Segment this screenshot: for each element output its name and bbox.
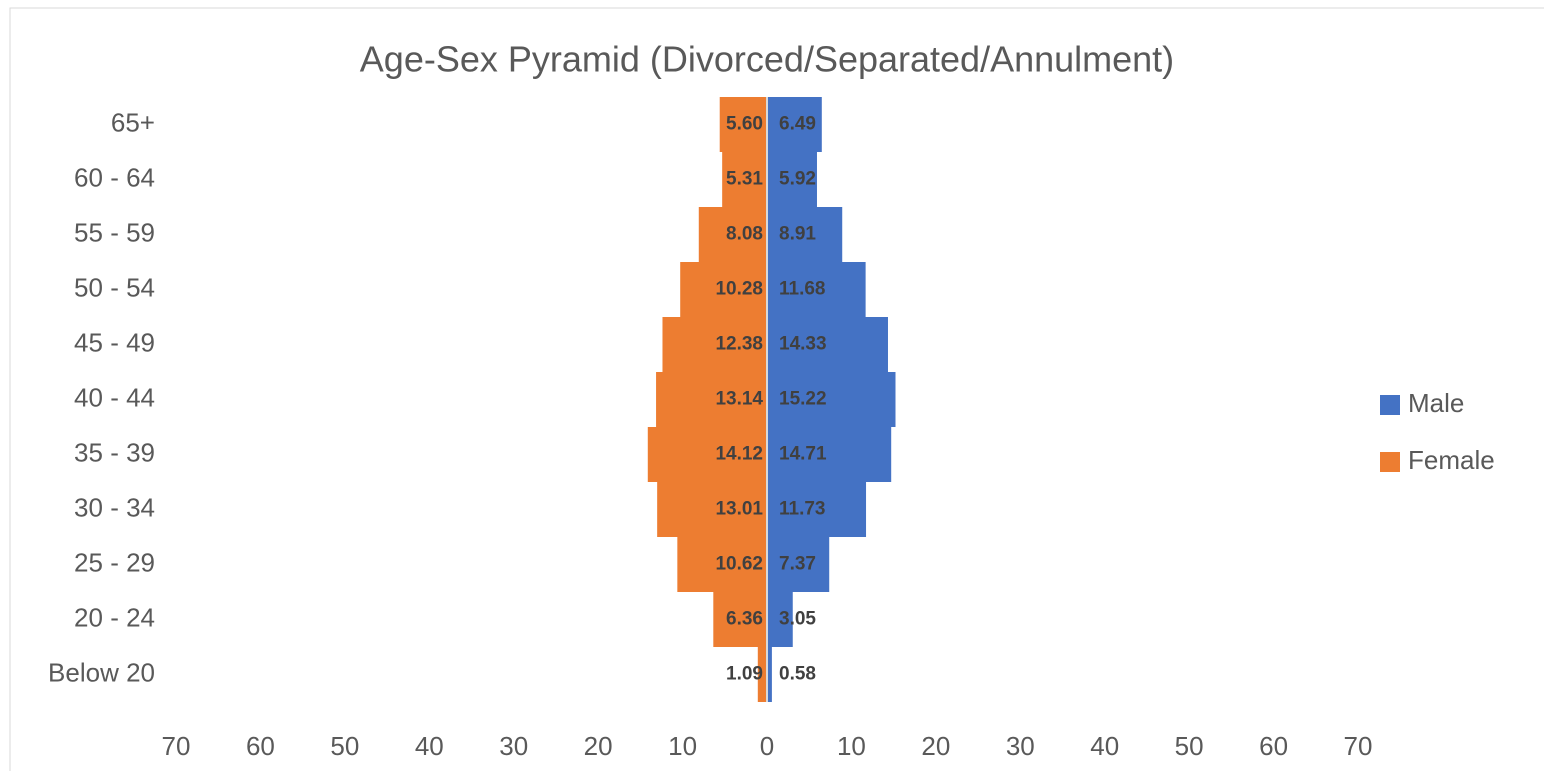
bar <box>767 482 867 537</box>
bar <box>677 537 767 592</box>
bar <box>767 207 843 262</box>
value-label: 3.05 <box>779 609 816 630</box>
category-label: 45 - 49 <box>74 327 155 357</box>
legend-swatch <box>1380 452 1400 472</box>
x-tick-label: 50 <box>330 731 359 761</box>
bar <box>657 482 767 537</box>
x-tick-label: 60 <box>246 731 275 761</box>
value-label: 11.73 <box>779 499 826 520</box>
value-label: 13.01 <box>715 499 763 520</box>
value-label: 14.33 <box>779 334 827 355</box>
legend-swatch <box>1380 395 1400 415</box>
value-label: 1.09 <box>726 664 763 685</box>
x-tick-label: 40 <box>415 731 444 761</box>
bar <box>767 592 793 647</box>
bar <box>767 317 888 372</box>
bar <box>698 207 767 262</box>
chart-title: Age-Sex Pyramid (Divorced/Separated/Annu… <box>360 39 1174 80</box>
x-tick-label: 60 <box>1259 731 1288 761</box>
x-tick-label: 10 <box>837 731 866 761</box>
x-tick-label: 40 <box>1090 731 1119 761</box>
x-tick-label: 0 <box>760 731 774 761</box>
category-label: 50 - 54 <box>74 272 155 302</box>
value-label: 5.92 <box>779 169 816 190</box>
bar <box>662 317 767 372</box>
value-label: 5.60 <box>726 114 763 135</box>
category-label: 55 - 59 <box>74 217 155 247</box>
x-tick-label: 70 <box>162 731 191 761</box>
x-tick-label: 50 <box>1175 731 1204 761</box>
value-label: 6.36 <box>726 609 763 630</box>
bar <box>713 592 767 647</box>
value-label: 8.91 <box>779 224 816 245</box>
category-label: 65+ <box>111 107 155 137</box>
x-tick-label: 20 <box>584 731 613 761</box>
value-label: 13.14 <box>715 389 763 410</box>
category-label: 60 - 64 <box>74 162 155 192</box>
value-label: 7.37 <box>779 554 816 575</box>
value-label: 6.49 <box>779 114 816 135</box>
legend-label: Male <box>1408 388 1464 418</box>
value-label: 12.38 <box>715 334 763 355</box>
value-label: 10.28 <box>715 279 763 300</box>
legend-label: Female <box>1408 445 1495 475</box>
x-tick-label: 20 <box>921 731 950 761</box>
x-tick-label: 10 <box>668 731 697 761</box>
bar <box>767 537 830 592</box>
bar <box>767 647 772 702</box>
bar <box>767 152 817 207</box>
value-label: 0.58 <box>779 664 816 685</box>
category-label: Below 20 <box>48 657 155 687</box>
bar <box>722 152 767 207</box>
category-label: 30 - 34 <box>74 492 155 522</box>
value-label: 10.62 <box>715 554 763 575</box>
bar <box>767 262 866 317</box>
value-label: 15.22 <box>779 389 827 410</box>
value-label: 14.71 <box>779 444 827 465</box>
value-label: 8.08 <box>726 224 763 245</box>
bar <box>680 262 767 317</box>
x-tick-label: 30 <box>499 731 528 761</box>
category-label: 40 - 44 <box>74 382 155 412</box>
x-tick-label: 70 <box>1344 731 1373 761</box>
bar <box>647 427 767 482</box>
category-label: 20 - 24 <box>74 602 155 632</box>
category-label: 35 - 39 <box>74 437 155 467</box>
bar <box>656 372 767 427</box>
x-tick-label: 30 <box>1006 731 1035 761</box>
value-label: 11.68 <box>779 279 826 300</box>
value-label: 14.12 <box>715 444 763 465</box>
bar <box>767 427 892 482</box>
bar <box>767 97 822 152</box>
bar <box>719 97 767 152</box>
value-label: 5.31 <box>726 169 763 190</box>
bar <box>757 647 767 702</box>
category-label: 25 - 29 <box>74 547 155 577</box>
bar <box>767 372 896 427</box>
